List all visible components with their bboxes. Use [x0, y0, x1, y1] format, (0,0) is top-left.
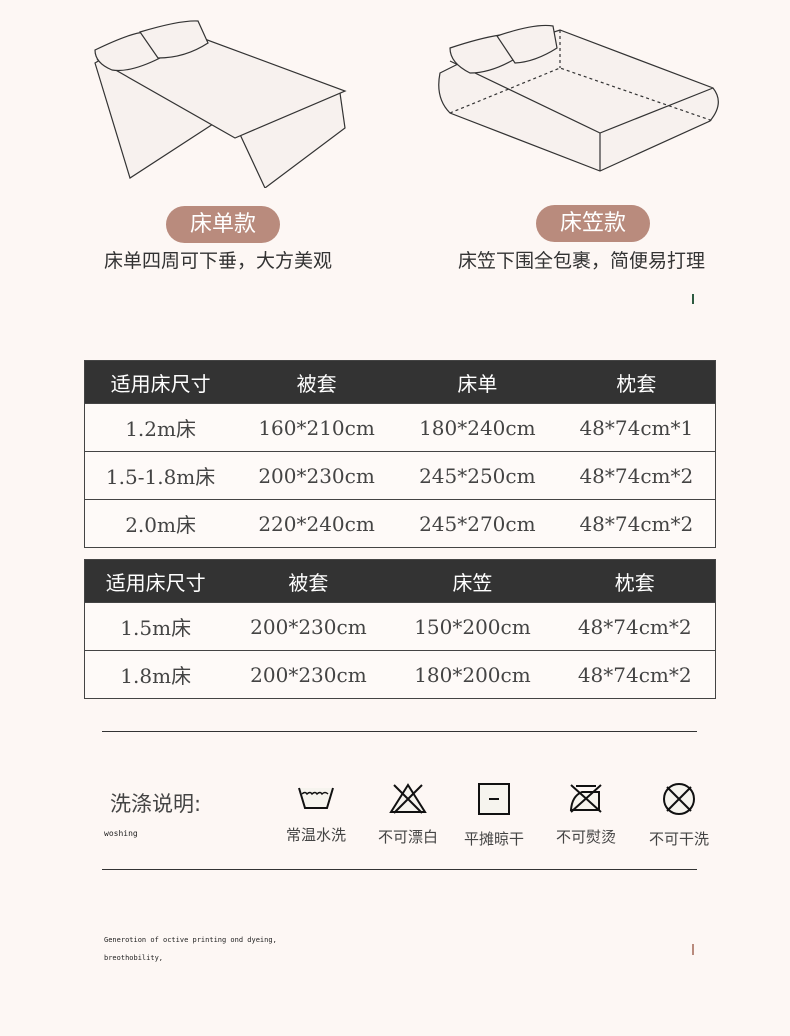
header-cell: 被套 [226, 559, 391, 603]
flat-sheet-bed-illustration [94, 20, 347, 188]
no-bleach-icon [389, 783, 427, 814]
cell: 1.5-1.8m床 [84, 451, 237, 500]
care-item: 平摊晾干 [454, 782, 534, 849]
cell: 245*270cm [396, 499, 558, 548]
fitted-sheet-description: 床笠下围全包裹，简便易打理 [458, 250, 706, 272]
divider [102, 869, 697, 870]
cell: 220*240cm [236, 499, 397, 548]
cell: 245*250cm [396, 451, 558, 500]
header-cell: 适用床尺寸 [84, 559, 227, 603]
cell: 48*74cm*2 [554, 650, 716, 699]
table-row: 1.2m床 160*210cm 180*240cm 48*74cm*1 [84, 403, 716, 452]
cell: 200*230cm [226, 602, 391, 651]
no-iron-icon [569, 784, 602, 813]
divider [102, 731, 697, 732]
cell: 200*230cm [236, 451, 397, 500]
table-row: 1.5-1.8m床 200*230cm 245*250cm 48*74cm*2 [84, 451, 716, 500]
wash-basin-icon [298, 787, 334, 809]
table-header-row: 适用床尺寸 被套 床单 枕套 [84, 360, 716, 404]
care-label: 不可熨烫 [555, 828, 616, 846]
cell: 48*74cm*2 [557, 451, 716, 500]
fitted-sheet-bed-illustration [438, 24, 719, 172]
dry-flat-icon [478, 783, 510, 815]
decorative-mark [692, 294, 694, 304]
cell: 1.2m床 [84, 403, 237, 452]
cell: 150*200cm [390, 602, 555, 651]
decorative-mark [692, 944, 694, 955]
cell: 1.8m床 [84, 650, 227, 699]
cell: 48*74cm*2 [554, 602, 716, 651]
care-label: 常温水洗 [285, 826, 346, 844]
care-item: 不可漂白 [368, 782, 448, 847]
header-cell: 枕套 [554, 559, 716, 603]
fitted-sheet-size-table: 适用床尺寸 被套 床笠 枕套 1.5m床 200*230cm 150*200cm 48*74… [84, 559, 716, 699]
care-label: 平摊晾干 [463, 830, 524, 848]
cell: 180*200cm [390, 650, 555, 699]
header-cell: 床笠 [390, 559, 555, 603]
cell: 180*240cm [396, 403, 558, 452]
header-cell: 适用床尺寸 [84, 360, 237, 404]
care-item: 不可干洗 [639, 782, 719, 849]
flat-sheet-description: 床单四周可下垂，大方美观 [104, 250, 333, 272]
cell: 48*74cm*1 [557, 403, 716, 452]
footer-line-1: Generotion of octive printing ond dyeing… [104, 936, 277, 944]
care-item: 不可熨烫 [546, 782, 626, 847]
footer-line-2: breothobility, [104, 954, 164, 962]
no-dry-clean-icon [663, 783, 695, 815]
flat-sheet-size-table: 适用床尺寸 被套 床单 枕套 1.2m床 160*210cm 180*240cm 48*74… [84, 360, 716, 548]
table-row: 1.5m床 200*230cm 150*200cm 48*74cm*2 [84, 602, 716, 651]
table-row: 2.0m床 220*240cm 245*270cm 48*74cm*2 [84, 499, 716, 548]
fitted-sheet-badge: 床笠款 [536, 205, 650, 242]
header-cell: 床单 [396, 360, 558, 404]
care-label: 不可干洗 [648, 830, 709, 848]
header-cell: 枕套 [557, 360, 716, 404]
care-subtitle: woshing [104, 829, 138, 838]
table-row: 1.8m床 200*230cm 180*200cm 48*74cm*2 [84, 650, 716, 699]
header-cell: 被套 [236, 360, 397, 404]
cell: 1.5m床 [84, 602, 227, 651]
cell: 200*230cm [226, 650, 391, 699]
care-item: 常温水洗 [276, 782, 356, 845]
table-header-row: 适用床尺寸 被套 床笠 枕套 [84, 559, 716, 603]
care-label: 不可漂白 [377, 828, 438, 846]
cell: 160*210cm [236, 403, 397, 452]
cell: 2.0m床 [84, 499, 237, 548]
flat-sheet-badge: 床单款 [166, 206, 280, 243]
cell: 48*74cm*2 [557, 499, 716, 548]
care-title: 洗涤说明: [110, 792, 202, 816]
